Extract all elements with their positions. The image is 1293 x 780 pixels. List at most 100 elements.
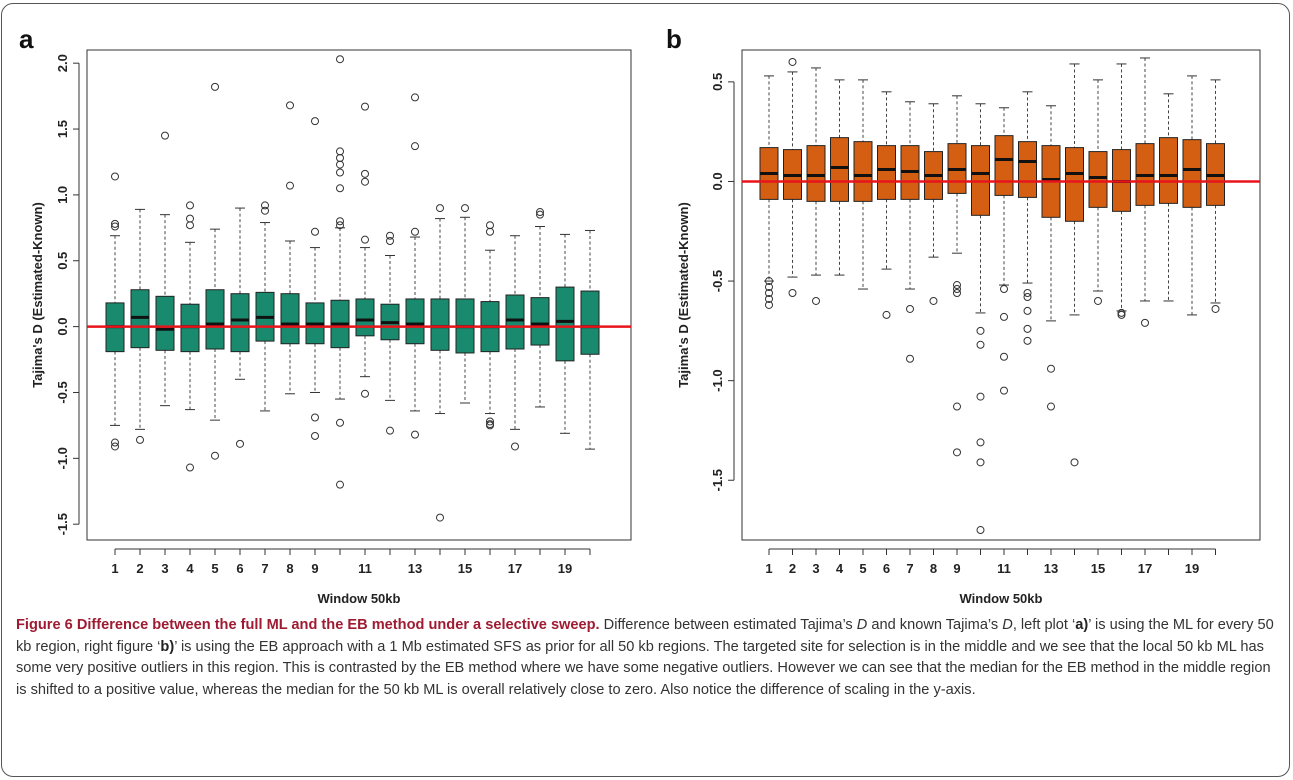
caption-title: Figure 6 Difference between the full ML … [16, 617, 600, 633]
outlier-point [311, 117, 319, 126]
iqr-box [830, 137, 849, 202]
outlier-point [461, 204, 469, 213]
iqr-box [1018, 141, 1037, 198]
box-window-7 [900, 101, 920, 363]
box-window-9 [305, 117, 325, 440]
box-window-1 [759, 75, 779, 309]
iqr-box [806, 145, 826, 202]
box-window-15 [455, 204, 475, 404]
outlier-point [486, 421, 494, 430]
box-window-14 [1065, 63, 1084, 467]
outlier-point [953, 448, 961, 457]
box-window-8 [924, 103, 943, 305]
iqr-box [405, 298, 425, 345]
outlier-point [411, 227, 419, 236]
outlier-point [765, 289, 773, 298]
box-window-1 [105, 172, 125, 451]
outlier-point [486, 417, 494, 426]
x-tick-label: 7 [261, 561, 268, 576]
outlier-point [186, 221, 194, 230]
x-tick-label: 1 [111, 561, 118, 576]
box-window-13 [405, 93, 425, 439]
outlier-point [311, 413, 319, 422]
box-window-17 [1135, 57, 1155, 327]
outlier-point [336, 147, 344, 156]
iqr-box [555, 286, 575, 362]
plot-area-a: -1.5 -1.0 -0.5 0.0 0.5 1.0 1.5 2.0 1 2 3 4 5 6 7 8 9 11 13… [55, 54, 631, 576]
outlier-point [336, 168, 344, 177]
plot-area-b: -1.5 -1.0 -0.5 0.0 0.5 1 2 3 4 5 6 7 8 9 11 13 15 17 19 [710, 57, 1260, 576]
iqr-box [355, 298, 375, 337]
outlier-point [1023, 306, 1032, 315]
caption-text-4: ’ is using the ML for every 50 kb region… [16, 617, 1274, 655]
outlier-point [1047, 364, 1055, 373]
outlier-point [361, 169, 369, 178]
outlier-point [1023, 324, 1032, 333]
outlier-point [336, 184, 344, 193]
y-axis-title-a: Tajima's D (Estimated-Known) [30, 202, 45, 388]
outlier-point [486, 227, 494, 236]
outlier-point [361, 235, 369, 244]
y-tick-label: 1.5 [55, 120, 70, 138]
plot-frame-b [741, 49, 1261, 541]
outlier-point [953, 281, 961, 290]
box-window-12 [1018, 91, 1037, 345]
outlier-point [486, 221, 494, 230]
outlier-point [976, 526, 985, 535]
x-tick-label: 5 [211, 561, 218, 576]
outlier-point [536, 208, 544, 217]
panel-letter-a: a [19, 24, 34, 54]
outlier-point [111, 442, 119, 451]
iqr-box [205, 289, 225, 350]
box-window-19 [1182, 75, 1202, 316]
box-window-15 [1088, 79, 1108, 305]
outlier-point [929, 296, 938, 305]
outlier-point [511, 442, 519, 451]
box-window-7 [255, 201, 275, 412]
outlier-point [336, 154, 344, 163]
outlier-point [976, 326, 985, 335]
outlier-point [765, 277, 773, 286]
outlier-point [953, 289, 961, 298]
x-tick-label: 2 [789, 561, 796, 576]
box-window-11 [994, 107, 1014, 395]
iqr-box [155, 295, 175, 351]
y-tick-label: -1.0 [710, 369, 725, 391]
x-tick-label: 4 [186, 561, 194, 576]
outlier-point [411, 142, 419, 151]
outlier-point [1000, 312, 1008, 321]
x-tick-label: 15 [458, 561, 472, 576]
outlier-point [386, 236, 394, 245]
box-window-3 [155, 131, 175, 407]
iqr-box [580, 290, 600, 355]
outlier-point [976, 458, 985, 467]
x-tick-label: 11 [997, 561, 1011, 576]
outlier-point [236, 439, 244, 448]
iqr-box [230, 293, 250, 353]
box-window-16 [1112, 63, 1131, 319]
outlier-point [311, 431, 319, 440]
outlier-point [882, 310, 891, 319]
x-tick-label: 4 [836, 561, 844, 576]
plot-frame-a [86, 49, 632, 541]
outlier-point [311, 227, 319, 236]
box-window-9 [947, 95, 967, 457]
outlier-point [161, 131, 169, 140]
outlier-point [186, 214, 194, 223]
x-tick-label: 19 [1185, 561, 1199, 576]
figure-frame [1, 3, 1290, 777]
outlier-point [361, 177, 369, 186]
outlier-point [1117, 310, 1126, 319]
outlier-point [1211, 304, 1220, 313]
caption-text-2: and known Tajima’s [867, 617, 1003, 633]
y-tick-label: 0.0 [710, 172, 725, 190]
y-tick-label: 2.0 [55, 54, 70, 72]
outlier-point [386, 426, 394, 435]
y-tick-label: -0.5 [55, 381, 70, 403]
outlier-point [261, 201, 269, 210]
iqr-box [1065, 147, 1084, 222]
outlier-point [361, 102, 369, 111]
x-tick-label: 8 [930, 561, 937, 576]
box-window-10 [330, 55, 350, 489]
outlier-point [536, 210, 544, 219]
